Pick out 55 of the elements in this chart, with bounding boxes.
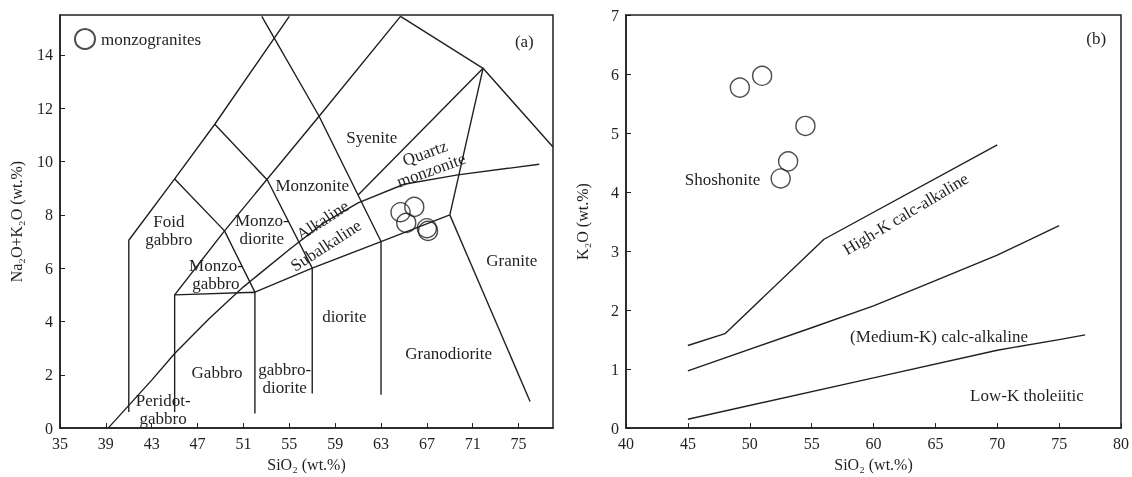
x-tick-label: 45 xyxy=(679,434,696,452)
legend-label: monzogranites xyxy=(101,29,202,49)
x-tick-label: 75 xyxy=(510,434,527,452)
annotation: diorite xyxy=(322,306,367,326)
x-tick-label: 47 xyxy=(189,434,206,452)
annotation: gabbro- diorite xyxy=(258,360,312,398)
x-tick-label: 63 xyxy=(373,434,390,452)
annotation: Granite xyxy=(486,250,538,270)
y-tick-label: 3 xyxy=(611,242,619,260)
y-tick-label: 10 xyxy=(37,153,53,171)
x-tick-label: 50 xyxy=(741,434,758,452)
y-tick-label: 4 xyxy=(45,312,53,330)
y-tick-label: 2 xyxy=(45,366,53,384)
x-tick-label: 40 xyxy=(618,434,634,452)
y-tick-label: 6 xyxy=(45,259,53,277)
x-axis-title: SiO₂ (wt.%) xyxy=(834,455,913,474)
y-tick-label: 6 xyxy=(611,65,619,83)
x-axis-title: SiO₂ (wt.%) xyxy=(267,455,346,474)
x-tick-label: 55 xyxy=(803,434,820,452)
x-tick-label: 70 xyxy=(989,434,1006,452)
annotation: Syenite xyxy=(346,128,398,148)
x-tick-label: 71 xyxy=(464,434,481,452)
y-axis-title: Na₂O+K₂O (wt.%) xyxy=(7,160,26,283)
x-tick-label: 39 xyxy=(97,434,114,452)
y-tick-label: 0 xyxy=(45,419,53,437)
annotation: Monzonite xyxy=(275,176,350,196)
x-tick-label: 75 xyxy=(1051,434,1068,452)
x-tick-label: 59 xyxy=(327,434,344,452)
annotation: Low-K tholeiitic xyxy=(970,385,1085,405)
annotation: (b) xyxy=(1086,29,1107,49)
y-tick-label: 0 xyxy=(611,419,619,437)
x-tick-label: 67 xyxy=(418,434,435,452)
y-tick-label: 14 xyxy=(37,46,53,64)
y-tick-label: 1 xyxy=(611,360,619,378)
x-tick-label: 80 xyxy=(1113,434,1129,452)
annotation: Shoshonite xyxy=(684,170,761,190)
y-tick-label: 4 xyxy=(611,183,619,201)
annotation: Foid gabbro xyxy=(145,212,193,250)
x-tick-label: 60 xyxy=(865,434,882,452)
annotation: Granodiorite xyxy=(405,343,493,363)
annotation: (a) xyxy=(514,32,534,52)
annotation: (Medium-K) calc-alkaline xyxy=(850,326,1029,346)
annotation: Gabbro xyxy=(191,362,243,382)
x-tick-label: 55 xyxy=(281,434,298,452)
annotation: Monzo- diorite xyxy=(234,211,290,249)
x-tick-label: 35 xyxy=(52,434,68,452)
x-tick-label: 43 xyxy=(143,434,160,452)
x-tick-label: 65 xyxy=(927,434,944,452)
y-tick-label: 7 xyxy=(611,6,619,24)
y-axis-title: K₂O (wt.%) xyxy=(573,183,592,260)
x-tick-label: 51 xyxy=(235,434,252,452)
y-tick-label: 2 xyxy=(611,301,619,319)
y-tick-label: 8 xyxy=(45,206,53,224)
y-tick-label: 5 xyxy=(611,124,619,142)
y-tick-label: 12 xyxy=(37,99,53,117)
